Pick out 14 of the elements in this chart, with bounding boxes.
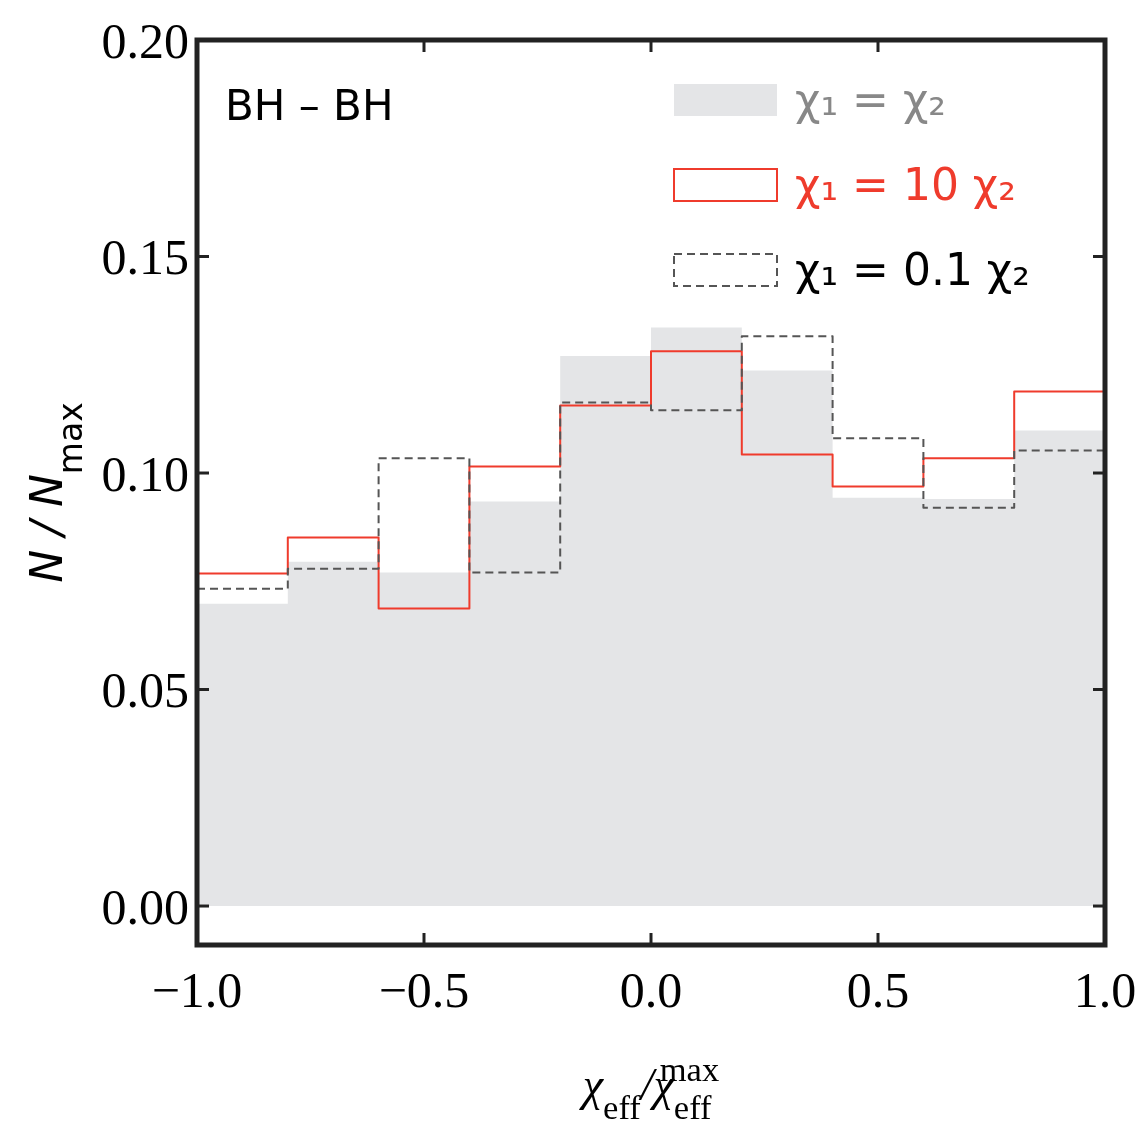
- legend-label: χ₁ = 0.1 χ₂: [795, 244, 1030, 296]
- x-tick-label: 0.0: [619, 962, 683, 1018]
- y-tick-label: 0.00: [101, 878, 189, 935]
- x-tick-label: 1.0: [1073, 962, 1137, 1018]
- x-tick-label: 0.5: [846, 962, 910, 1018]
- legend-label: χ₁ = χ₂: [795, 74, 946, 126]
- x-tick-label: −0.5: [378, 962, 470, 1018]
- y-tick-label: 0.15: [101, 229, 189, 286]
- y-tick-label: 0.05: [101, 662, 189, 719]
- annotation: BH – BH: [225, 81, 394, 130]
- x-tick-label: −1.0: [151, 962, 243, 1018]
- y-tick-label: 0.10: [101, 445, 189, 502]
- legend-label: χ₁ = 10 χ₂: [795, 159, 1016, 211]
- y-tick-label: 0.20: [101, 12, 189, 69]
